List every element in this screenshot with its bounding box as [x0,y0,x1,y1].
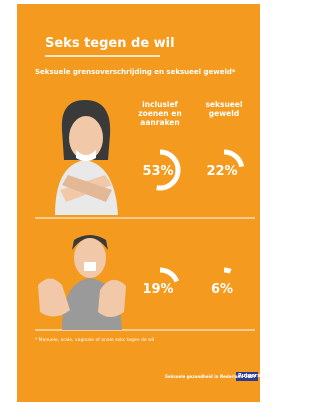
gauge-arc [224,270,231,271]
value-label: 19% [142,282,173,297]
chart: 53% 22% 19% 6% [0,0,275,419]
value-label: 53% [142,164,173,179]
value-label: 22% [206,164,237,179]
subtitle: Seksuele grensoverschrijding en seksueel… [35,68,236,76]
brand: Rutgers [238,373,260,379]
infographic: 53% 22% 19% 6% Seks tegen de wil Seksuele gr… [0,0,275,419]
value-label: 6% [211,282,233,297]
column-header: seksueel geweld [198,100,250,118]
title: Seks tegen de wil [45,36,175,51]
footnote: * Manuele, orale, vaginale of anale seks… [35,338,154,343]
column-header: inclusief zoenen en aanraken [134,100,186,127]
